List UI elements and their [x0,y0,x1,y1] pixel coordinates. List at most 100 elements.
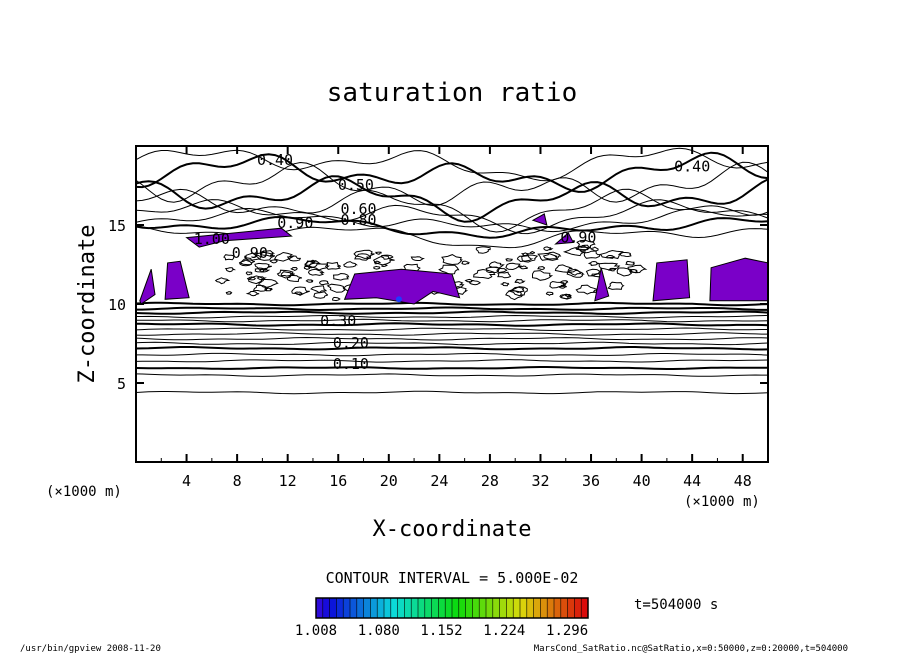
colorbar-swatch [452,598,460,618]
colorbar-swatch [479,598,487,618]
contour-line [543,246,554,252]
contour-line [324,261,342,270]
contour-line [326,283,346,293]
contour-line [514,278,526,284]
contour-line [554,264,573,273]
x-tick-label: 12 [279,472,297,490]
x-axis-label: X-coordinate [373,517,532,542]
contour-line [545,291,554,297]
contour-lines [135,147,769,395]
contour-line [135,346,769,351]
colorbar-swatch [540,598,548,618]
colorbar-swatch [526,598,535,618]
colorbar-tick-label: 1.224 [483,623,525,639]
x-tick-label: 24 [430,472,448,490]
supersaturation-region [594,267,610,302]
contour-line [224,267,237,273]
contour-line [254,262,272,271]
contour-line [521,254,539,263]
y-axis-ticks: 5 10 15 [108,217,768,393]
x-tick-label: 28 [481,472,499,490]
contour-line [304,260,322,269]
x-tick-label: 20 [380,472,398,490]
colorbar-swatch [397,598,405,618]
contour-line [290,266,298,271]
x-tick-label: 48 [734,472,752,490]
contour-line [511,286,525,293]
colorbar-swatch [316,598,324,618]
contour-line [135,207,768,233]
x-axis-ticks: 4 8 12 16 20 24 28 32 36 40 44 48 [160,146,752,490]
contour-line [332,296,341,302]
contour-line [260,250,276,257]
contour-line [496,267,508,274]
contour-line [562,247,586,257]
colorbar-swatch [458,598,467,618]
x-tick-label: 4 [182,472,191,490]
contour-label: 0.80 [340,211,376,229]
contour-line [225,291,233,295]
colorbar-swatch [322,598,331,618]
contour-line [500,282,510,287]
colorbar-swatch [472,598,480,618]
contour-line [373,265,381,270]
colorbar-swatch [499,598,507,618]
contour-line [549,280,567,289]
colorbar-swatch [513,598,521,618]
contour-line [598,262,621,271]
contour-line [607,281,625,290]
x-tick-label: 16 [329,472,347,490]
contour-line [135,301,769,307]
contour-label: 0.20 [333,334,369,352]
contour-line [245,290,260,297]
contour-line [536,266,546,270]
contour-line [308,262,330,271]
contour-labels: 0.40 0.400.500.600.800.901.00 0.900.900.30… [194,151,711,373]
contour-line [354,253,372,261]
contour-line [353,249,375,259]
supersaturation-shading [139,213,769,305]
supersaturation-region [164,260,190,300]
contour-label: 0.50 [338,176,374,194]
contour-line [307,268,325,276]
contour-line [291,286,310,296]
contour-line [461,260,470,265]
contour-line [532,270,554,281]
contour-line [286,275,303,283]
supersaturation-region [554,232,575,245]
colorbar [315,597,589,619]
contour-line [135,336,769,341]
colorbar-swatch [329,598,337,618]
contour-line [505,258,513,262]
contour-line [577,244,591,251]
y-tick-label: 5 [117,375,126,393]
contour-line [276,269,295,279]
supersaturation-region [652,259,691,302]
contour-line [135,215,769,239]
colorbar-swatch [336,598,344,618]
contour-label: 0.40 [257,151,293,169]
x-tick-label: 40 [633,472,651,490]
colorbar-swatch [377,598,385,618]
time-text: t=504000 s [634,597,718,613]
contour-line [473,268,496,280]
colorbar-swatch [567,598,575,618]
contour-line [587,260,600,266]
colorbar-swatch [390,598,399,618]
contour-line [343,261,358,268]
contour-line [576,239,596,249]
contour-line [305,279,314,283]
x-tick-label: 8 [233,472,242,490]
colorbar-swatch [581,598,589,618]
contour-line [332,272,350,281]
contour-line [256,276,267,281]
contour-label: 0.10 [333,355,369,373]
colorbar-swatch [418,598,426,618]
supersaturation-peak [395,296,402,303]
contour-line [214,277,231,285]
contour-line [505,290,524,301]
contour-line [583,250,601,259]
x-unit-left: (×1000 m) [46,484,122,500]
contour-line [468,279,482,286]
contour-line [537,252,559,261]
